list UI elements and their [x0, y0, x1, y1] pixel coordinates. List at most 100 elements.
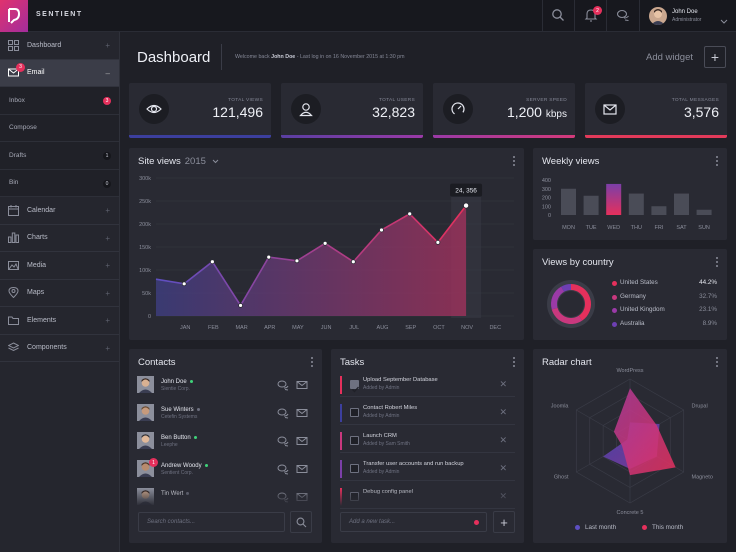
task-row[interactable]: Upload September Database Added by Admin ✕: [340, 375, 515, 397]
add-task-input[interactable]: Add a new task...: [340, 512, 487, 532]
collapse-icon[interactable]: –: [105, 68, 110, 78]
more-icon[interactable]: [513, 156, 516, 166]
data-point[interactable]: [181, 281, 187, 287]
chat-icon[interactable]: [277, 434, 289, 447]
donut-slice[interactable]: [551, 307, 583, 324]
bar[interactable]: [628, 193, 644, 215]
more-icon[interactable]: [716, 257, 719, 267]
bar[interactable]: [696, 209, 712, 215]
bar[interactable]: [651, 206, 667, 215]
bar[interactable]: [583, 195, 599, 215]
task-row[interactable]: Transfer user accounts and run backup Add…: [340, 459, 515, 481]
brand-logo[interactable]: [0, 0, 28, 32]
task-checkbox[interactable]: [350, 436, 359, 445]
expand-icon[interactable]: +: [105, 288, 110, 298]
task-checkbox[interactable]: [350, 380, 359, 393]
envelope-icon[interactable]: [296, 434, 308, 446]
donut-slice[interactable]: [571, 284, 591, 321]
expand-icon[interactable]: +: [105, 41, 110, 50]
avatar[interactable]: [649, 7, 667, 25]
task-row[interactable]: Launch CRM Added by Sam Smith ✕: [340, 431, 515, 453]
more-icon[interactable]: [716, 156, 719, 166]
data-point[interactable]: [379, 227, 384, 233]
add-widget-button[interactable]: +: [704, 46, 726, 68]
sidebar-item-charts[interactable]: Charts +: [0, 225, 119, 252]
stat-card-speed[interactable]: SERVER SPEED 1,200 kbps: [433, 83, 575, 138]
search-contacts-input[interactable]: Search contacts...: [138, 512, 285, 532]
sidebar-subitem-bin[interactable]: Bin 0: [0, 169, 119, 197]
search-button[interactable]: [290, 511, 312, 533]
legend-this-month[interactable]: This month: [642, 524, 683, 531]
data-point[interactable]: [350, 259, 356, 265]
donut-slice[interactable]: [561, 284, 571, 292]
sidebar-item-maps[interactable]: Maps +: [0, 280, 119, 307]
sidebar-item-calendar[interactable]: Calendar +: [0, 197, 119, 225]
chevron-down-icon[interactable]: [212, 159, 219, 164]
contact-row[interactable]: 1 Andrew Woody Sentient Corp.: [137, 458, 317, 482]
bar[interactable]: [561, 188, 576, 215]
task-row[interactable]: Contact Robert Miles Added by Admin ✕: [340, 403, 515, 425]
more-icon[interactable]: [311, 357, 314, 367]
search-icon[interactable]: [551, 8, 567, 24]
task-checkbox[interactable]: [350, 464, 359, 473]
sidebar-item-dashboard[interactable]: Dashboard +: [0, 32, 119, 60]
data-point[interactable]: [266, 254, 272, 260]
avatar[interactable]: [137, 432, 154, 449]
sidebar-subitem-compose[interactable]: Compose: [0, 114, 119, 142]
card-title: Site views 2015: [138, 156, 219, 167]
data-point[interactable]: [209, 259, 215, 265]
bar[interactable]: [606, 183, 622, 215]
more-icon[interactable]: [513, 357, 516, 367]
close-icon[interactable]: ✕: [499, 463, 507, 473]
sidebar-item-email[interactable]: 3 Email –: [0, 59, 119, 87]
sidebar-item-components[interactable]: Components +: [0, 335, 119, 362]
envelope-icon[interactable]: [296, 378, 308, 390]
expand-icon[interactable]: +: [105, 316, 110, 325]
chat-icon[interactable]: [616, 8, 632, 24]
contact-row[interactable]: Ben Button Leephe: [137, 430, 317, 454]
expand-icon[interactable]: +: [105, 261, 110, 270]
contact-row[interactable]: Sue Winters Cetefin Systems: [137, 402, 317, 426]
contact-row[interactable]: John Doe Sientie Corp.: [137, 374, 317, 398]
close-icon[interactable]: ✕: [499, 435, 507, 445]
expand-icon[interactable]: +: [105, 206, 110, 215]
add-widget-label[interactable]: Add widget: [646, 52, 694, 63]
sidebar-subitem-inbox[interactable]: Inbox 3: [0, 87, 119, 115]
stat-card-users[interactable]: TOTAL USERS 32,823: [281, 83, 423, 138]
legend-last-month[interactable]: Last month: [575, 524, 616, 531]
task-checkbox[interactable]: [350, 408, 359, 417]
year-select[interactable]: 2015: [184, 156, 206, 167]
user-name[interactable]: John Doe: [672, 9, 698, 15]
sidebar-subitem-drafts[interactable]: Drafts 1: [0, 142, 119, 170]
close-icon[interactable]: ✕: [499, 407, 507, 417]
sidebar-item-elements[interactable]: Elements +: [0, 307, 119, 335]
envelope-icon[interactable]: [296, 462, 308, 474]
sidebar-item-media[interactable]: Media +: [0, 252, 119, 280]
data-point[interactable]: [238, 303, 243, 308]
donut-slice[interactable]: [551, 286, 565, 310]
chat-icon[interactable]: [277, 462, 289, 475]
data-point[interactable]: [435, 240, 441, 245]
envelope-icon[interactable]: [296, 406, 308, 418]
stat-card-messages[interactable]: TOTAL MESSAGES 3,576: [585, 83, 727, 138]
bell-icon[interactable]: 2: [584, 6, 602, 24]
avatar[interactable]: [137, 404, 154, 421]
chevron-down-icon[interactable]: [720, 12, 728, 30]
stat-number: 121,496: [212, 104, 263, 120]
bar[interactable]: [674, 193, 689, 215]
close-icon[interactable]: ✕: [499, 379, 507, 389]
chat-icon[interactable]: [277, 378, 289, 391]
avatar[interactable]: [137, 376, 154, 393]
add-task-button[interactable]: +: [493, 511, 515, 533]
data-point[interactable]: [463, 202, 470, 209]
expand-icon[interactable]: +: [105, 343, 110, 353]
data-point[interactable]: [322, 240, 328, 246]
data-point[interactable]: [407, 211, 413, 217]
more-icon[interactable]: [716, 357, 719, 367]
chat-icon[interactable]: [277, 406, 289, 419]
radar-series-area[interactable]: [613, 388, 676, 476]
stat-card-views[interactable]: TOTAL VIEWS 121,496: [129, 83, 271, 138]
data-point[interactable]: [294, 258, 300, 264]
expand-icon[interactable]: +: [105, 233, 110, 243]
priority-dot[interactable]: [474, 520, 479, 525]
